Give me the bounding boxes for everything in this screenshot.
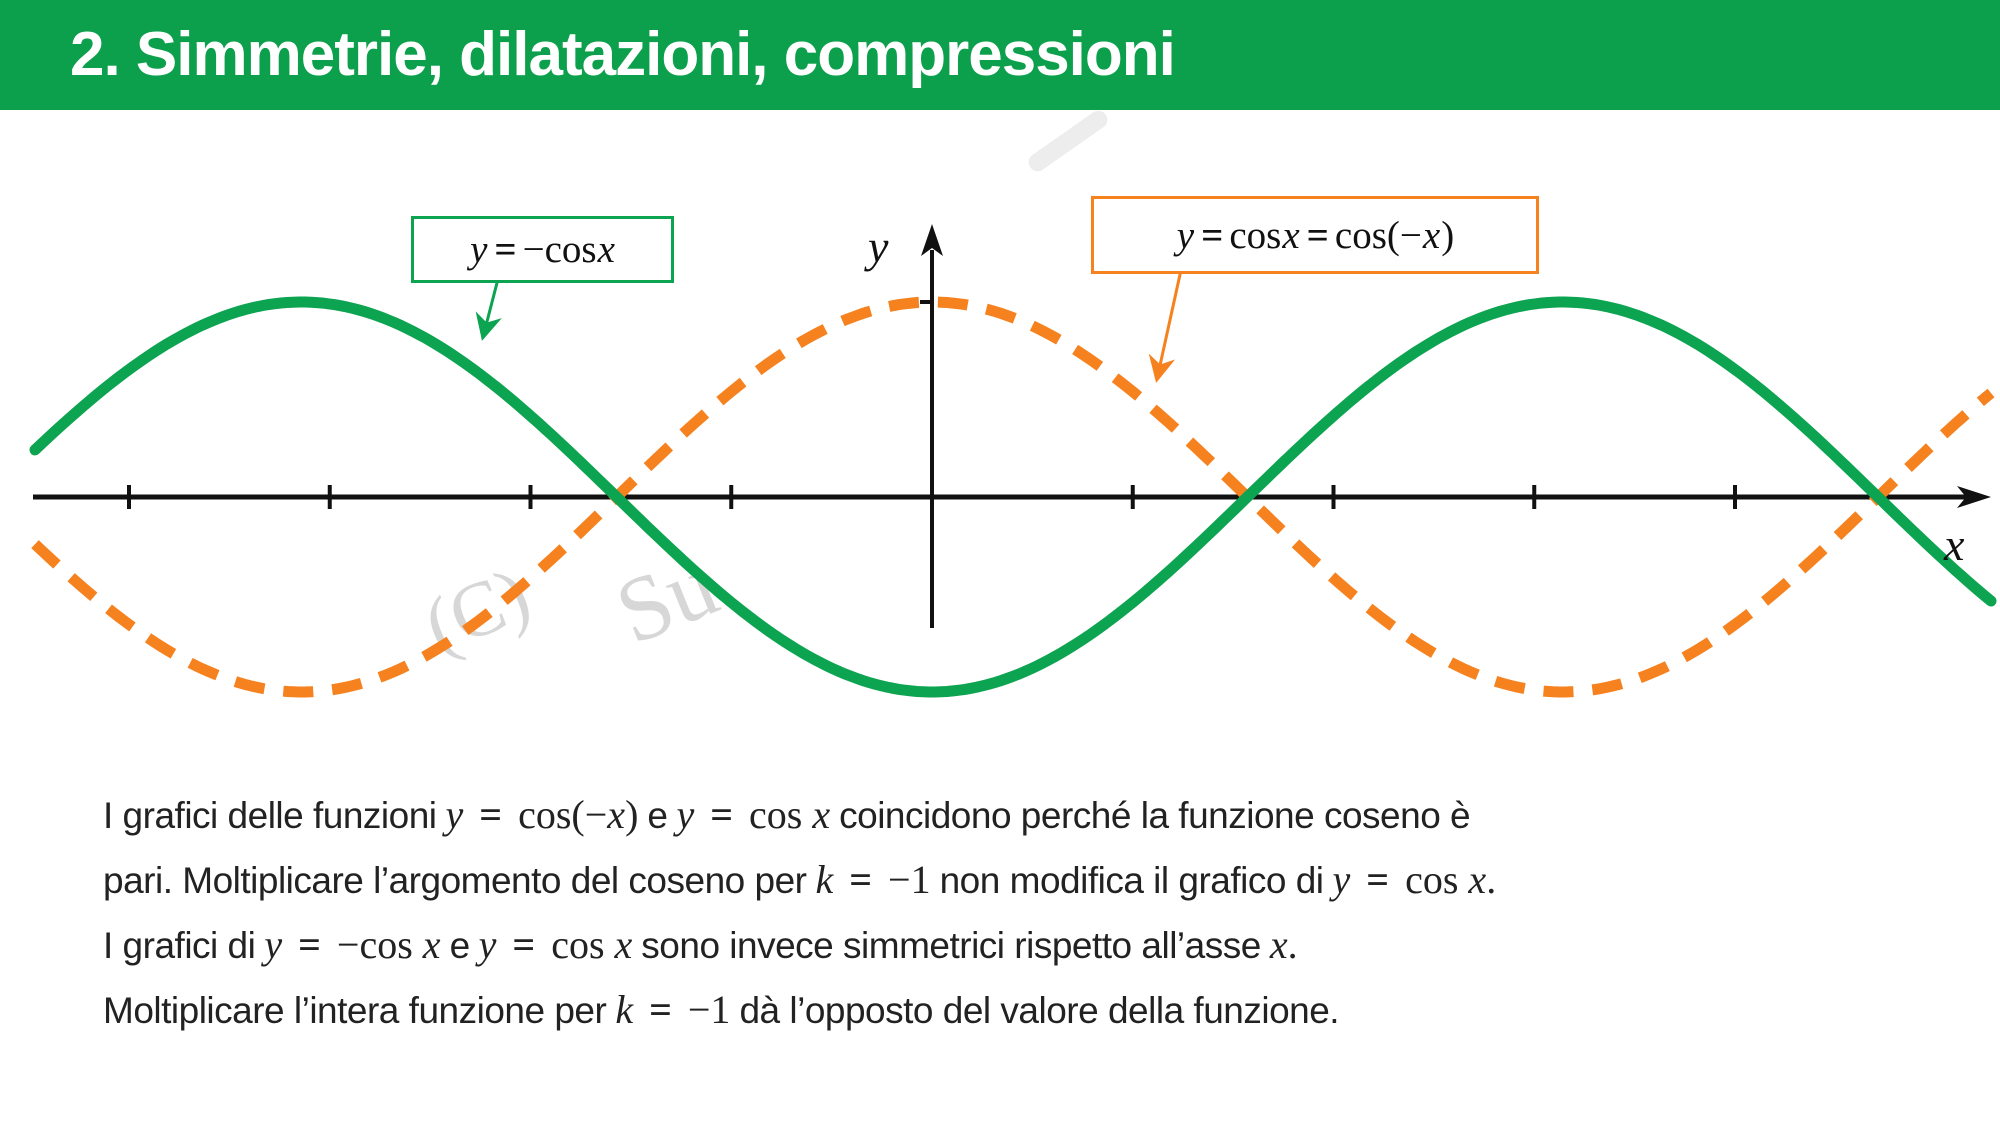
inline-math: y = cos x xyxy=(676,792,831,837)
inline-math: y = cos x. xyxy=(1332,857,1497,902)
inline-math: y = cos(−x) xyxy=(445,792,639,837)
inline-text: e xyxy=(647,795,668,836)
y-axis-label: y xyxy=(868,221,889,272)
label-box-neg-cos: y = −cos x xyxy=(411,216,674,283)
inline-text: sono invece simmetrici rispetto all’asse xyxy=(641,925,1261,966)
header-bar: 2. Simmetrie, dilatazioni, compressioni xyxy=(0,0,2000,110)
paragraph-line: pari. Moltiplicare l’argomento del cosen… xyxy=(103,847,1623,912)
inline-text: I grafici delle funzioni xyxy=(103,795,437,836)
inline-math: k = −1 xyxy=(815,857,931,902)
paragraph-line: Moltiplicare l’intera funzione per k = −1… xyxy=(103,977,1623,1042)
label-box-cos: y = cos x = cos(− x) xyxy=(1091,196,1539,274)
x-axis-ticks xyxy=(127,485,1737,509)
inline-text: Moltiplicare l’intera funzione per xyxy=(103,990,607,1031)
curve-cos-x-dashed xyxy=(31,296,1995,698)
orange-leader-arrow xyxy=(1148,269,1183,383)
y-axis-arrow-icon xyxy=(921,224,943,256)
inline-text: non modifica il grafico di xyxy=(939,860,1324,901)
page-title: 2. Simmetrie, dilatazioni, compressioni xyxy=(70,20,1176,89)
x-axis-label: x xyxy=(1944,519,1965,570)
curve-neg-cos-x xyxy=(29,296,1997,698)
inline-text: e xyxy=(449,925,471,966)
inline-text: coincidono perché la funzione coseno è xyxy=(839,795,1471,836)
inline-text: dà l’opposto del valore della funzione. xyxy=(739,990,1340,1031)
inline-math: y = −cos x xyxy=(264,922,441,967)
inline-text: pari. Moltiplicare l’argomento del cosen… xyxy=(103,860,807,901)
inline-math: x. xyxy=(1269,922,1298,967)
paragraph: I grafici delle funzioni y = cos(−x) e y = … xyxy=(103,782,1623,1042)
paragraph-line: I grafici delle funzioni y = cos(−x) e y = … xyxy=(103,782,1623,847)
inline-math: y = cos x xyxy=(478,922,633,967)
green-leader-arrow xyxy=(475,278,502,341)
inline-text: I grafici di xyxy=(103,925,256,966)
x-axis-arrow-icon xyxy=(1957,486,1991,508)
inline-math: k = −1 xyxy=(615,987,731,1032)
